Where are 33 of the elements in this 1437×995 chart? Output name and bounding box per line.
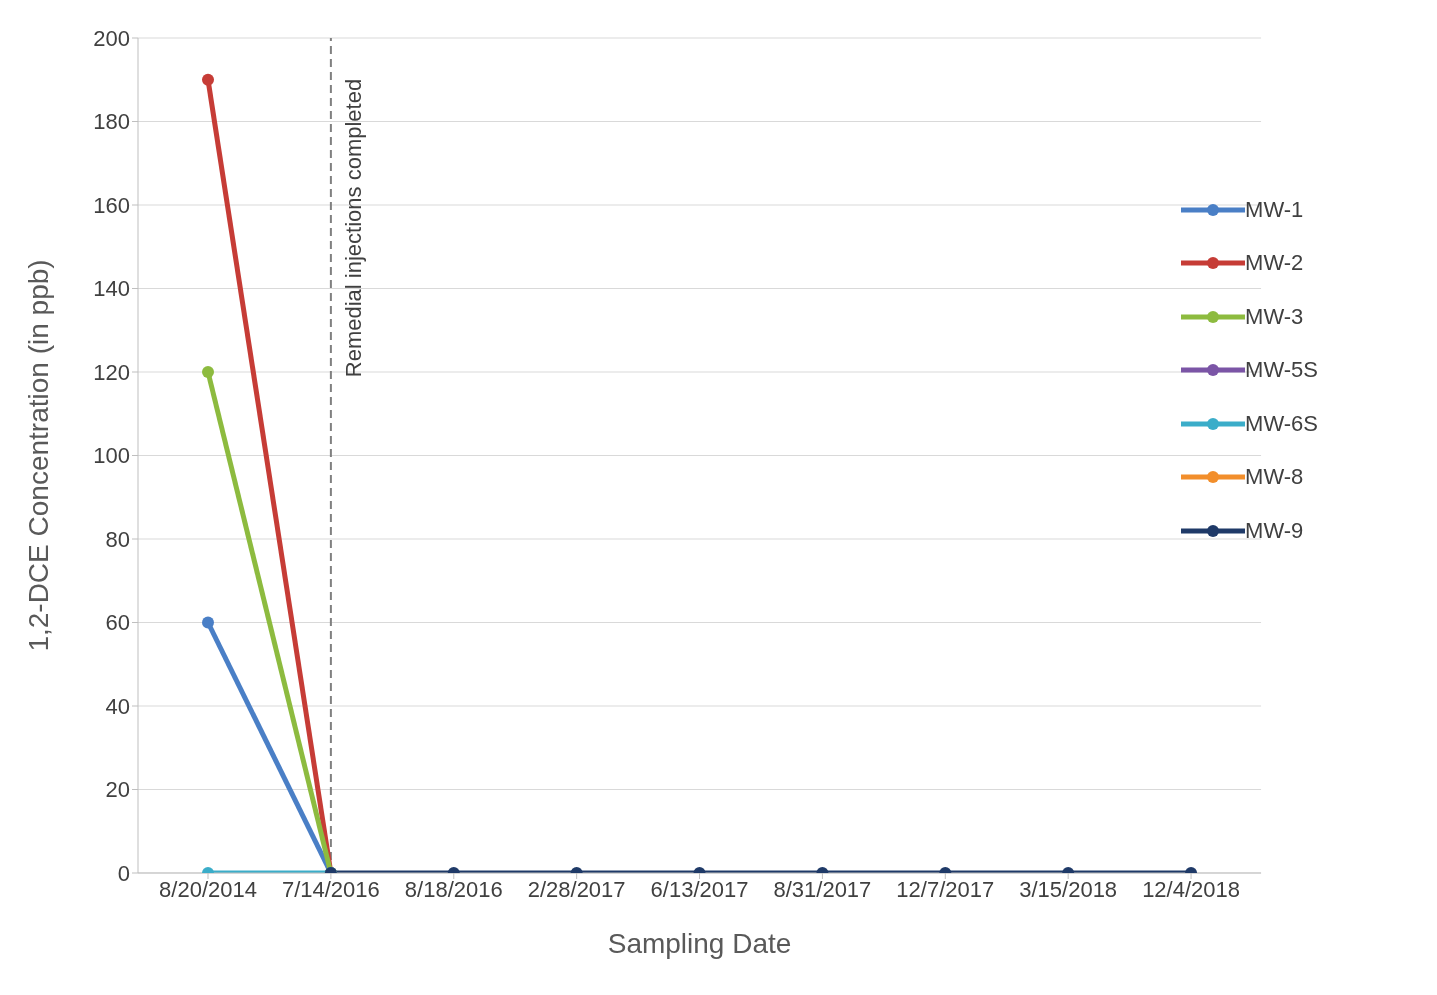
y-tick-label: 140 <box>93 276 130 302</box>
legend-label: MW-5S <box>1245 357 1318 384</box>
x-tick-label: 2/28/2017 <box>527 876 626 902</box>
point <box>202 616 214 629</box>
legend-label: MW-9 <box>1245 517 1304 544</box>
x-tick-label: 8/18/2016 <box>404 876 503 902</box>
y-tick-label: 120 <box>93 359 130 385</box>
legend-label: MW-2 <box>1245 250 1304 277</box>
y-tick-label: 160 <box>93 192 130 218</box>
x-tick-label: 12/4/2018 <box>1142 876 1240 902</box>
y-tick-label: 40 <box>105 693 130 719</box>
y-tick-label: 0 <box>117 860 130 886</box>
x-tick-label: 3/15/2018 <box>1019 876 1118 902</box>
point <box>202 73 214 86</box>
x-tick-label: 8/31/2017 <box>773 876 872 902</box>
y-tick-label: 180 <box>93 109 130 135</box>
ref-line-label: Remedial injections completed <box>340 78 366 378</box>
x-tick-label: 6/13/2017 <box>650 876 749 902</box>
legend-label: MW-3 <box>1245 303 1304 330</box>
x-tick-label: 8/20/2014 <box>159 876 257 902</box>
legend-label: MW-1 <box>1245 196 1304 223</box>
y-tick-label: 20 <box>105 777 130 803</box>
y-tick-label: 100 <box>93 443 130 469</box>
legend-label: MW-6S <box>1245 410 1318 437</box>
x-axis-title: Sampling Date <box>607 928 792 959</box>
point <box>202 366 214 378</box>
y-tick-label: 80 <box>105 526 130 552</box>
x-tick-label: 7/14/2016 <box>281 876 380 902</box>
y-axis-title: 1,2-DCE Concentration (in ppb) <box>22 259 54 652</box>
y-tick-label: 200 <box>93 25 130 51</box>
x-tick-label: 12/7/2017 <box>896 876 995 902</box>
y-tick-label: 60 <box>105 610 130 636</box>
legend-label: MW-8 <box>1245 464 1304 491</box>
